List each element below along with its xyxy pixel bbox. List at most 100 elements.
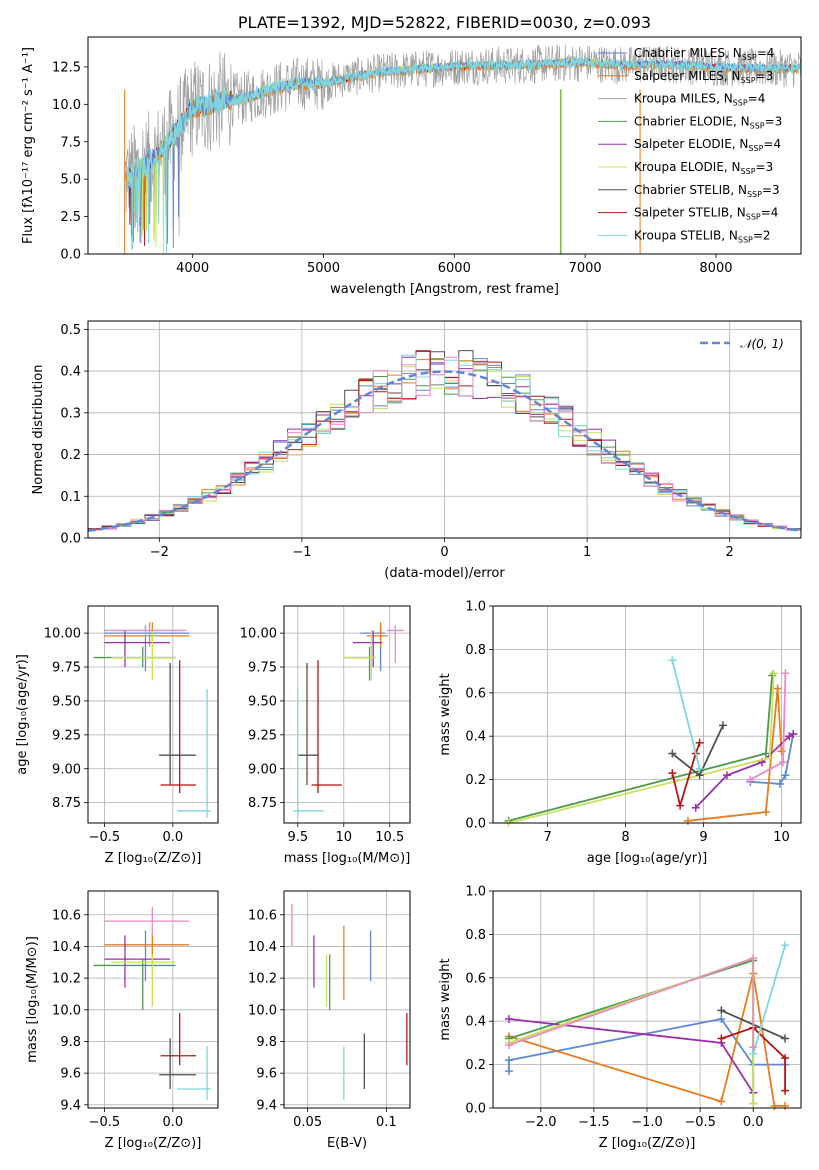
y-tick-label: 10.6 [248,908,277,923]
error-cross-kroupa-stelib [176,1046,212,1101]
x-axis-label: Z [log₁₀(Z/Z⊙)] [105,851,202,866]
x-tick-label: −0.5 [684,1115,716,1130]
y-tick-label: 10.4 [248,940,277,955]
normal-curve [88,370,801,532]
plot-area [504,656,798,827]
weight-line-extra [508,957,755,1048]
x-axis-label: Z [log₁₀(Z/Z⊙)] [599,1136,696,1151]
y-tick-label: 9.00 [52,762,81,777]
x-tick-label: 0.0 [162,1115,183,1130]
weight-marker [761,749,770,758]
x-tick-label: −0.5 [89,830,121,845]
weight-line-salpeter-elodie [695,733,794,809]
error-cross-kroupa-stelib [293,688,324,818]
legend-nssp-subscript: SSP [733,99,748,108]
weight-marker [504,1056,513,1065]
y-tick-label: 0.0 [465,1102,486,1117]
legend-nssp-subscript: SSP [742,53,757,62]
legend-series-name: Kroupa ELODIE [634,160,724,174]
error-cross-salpeter-elodie [352,630,383,668]
weight-marker [676,801,685,810]
y-axis-label: mass weight [438,673,453,755]
weight-marker [668,656,677,665]
y-tick-label: 5.0 [60,173,81,188]
age-vs-mass-panel: 9.5 10 10.5 8.75 9.00 9.25 9.50 9.75 10.00 mass [… [240,605,411,866]
legend-nssp-value: =3 [756,160,774,174]
weight-marker [504,1067,513,1076]
y-tick-label: 8.75 [248,796,277,811]
weight-marker [749,1099,758,1108]
y-tick-label: 10.0 [52,1003,81,1018]
error-cross-extra [104,906,190,936]
y-tick-label: 9.8 [256,1035,277,1050]
error-cross-chabrier-stelib [159,1038,197,1089]
x-axis-label: wavelength [Angstrom, rest frame] [330,282,559,297]
weight-marker [765,753,774,762]
legend-entry: 𝒩(0, 1) [740,337,784,351]
y-tick-label: 9.6 [60,1067,81,1082]
weight-marker [722,771,731,780]
error-cross-chabrier-stelib [297,662,319,786]
weight-marker [668,749,677,758]
legend-nssp-subscript: SSP [750,121,765,130]
error-cross-kroupa-elodie [343,630,376,681]
y-tick-label: 0.1 [60,490,81,505]
legend-nssp-value: =3 [762,183,780,197]
weight-vs-age-panel: 7 8 9 10 0.0 0.2 0.4 0.6 0.8 1.0 age [log₁₀(age/yr… [438,600,802,866]
y-tick-label: 7.5 [60,135,81,150]
y-tick-label: 8.75 [52,796,81,811]
weight-marker [695,738,704,747]
error-cross-chabrier-miles [104,930,190,982]
weight-marker [781,1034,790,1043]
x-axis-label: mass [log₁₀(M/M⊙)] [284,851,411,866]
legend-entry: Salpeter MILES, NSSP=3 [634,69,773,85]
weight-marker [775,779,784,788]
y-tick-label: 0.8 [465,928,486,943]
legend-entry: Chabrier STELIB, NSSP=3 [634,183,780,199]
error-cross-salpeter-elodie [104,630,171,668]
legend-entry: Kroupa ELODIE, NSSP=3 [634,160,773,176]
legend-nssp-prefix: , N [721,228,738,242]
legend-nssp-value: =4 [763,137,781,151]
error-cross-salpeter-miles [104,933,190,971]
axes-frame [87,890,219,1109]
weight-line-salpeter-miles [687,688,783,822]
legend-entry: Chabrier MILES, NSSP=4 [634,46,774,62]
legend-series-name: Chabrier STELIB [634,183,730,197]
y-axis-label: Normed distribution [31,365,46,495]
y-axis-label: mass [log₁₀(M/M⊙)] [25,936,40,1063]
legend-series-name: Chabrier MILES [634,46,725,60]
weight-marker [781,941,790,950]
y-tick-label: 9.50 [248,694,277,709]
legend-nssp-subscript: SSP [738,235,753,244]
age-vs-metallicity-panel: −0.5 0.0 8.75 9.00 9.25 9.50 9.75 10.00 Z [log₁₀… [15,605,219,866]
legend-nssp-subscript: SSP [748,144,763,153]
error-cross-kroupa-elodie [111,630,176,681]
mass-vs-metallicity-panel: −0.5 0.0 9.4 9.6 9.8 10.0 10.2 10.4 10.6 Z [log₁₀… [25,890,219,1151]
weight-marker [719,721,728,730]
x-axis-label: E(B-V) [327,1136,367,1151]
y-tick-label: 9.4 [256,1098,277,1113]
y-tick-label: 0.5 [60,323,81,338]
weight-marker [781,1054,790,1063]
weight-line-kroupa-elodie [508,673,775,824]
legend-entry: Salpeter ELODIE, NSSP=4 [634,137,781,153]
x-tick-label: −0.5 [89,1115,121,1130]
legend-nssp-subscript: SSP [741,76,756,85]
y-tick-label: 9.8 [60,1035,81,1050]
legend-entry: Kroupa MILES, NSSP=4 [634,92,765,108]
weight-marker [761,808,770,817]
weight-marker [504,1015,513,1024]
y-tick-label: 10.2 [248,972,277,987]
y-tick-label: 0.4 [465,730,486,745]
x-tick-label: −1 [292,545,311,560]
error-cross-extra [387,624,404,663]
y-tick-label: 9.25 [52,728,81,743]
x-tick-label: 2 [726,545,734,560]
y-tick-label: 9.50 [52,694,81,709]
x-tick-label: 6000 [438,261,471,276]
x-tick-label: 8000 [699,261,732,276]
weight-line-chabrier-elodie [508,675,773,822]
spectrum-line-kroupa-stelib [126,56,801,254]
plot-area [88,350,801,532]
